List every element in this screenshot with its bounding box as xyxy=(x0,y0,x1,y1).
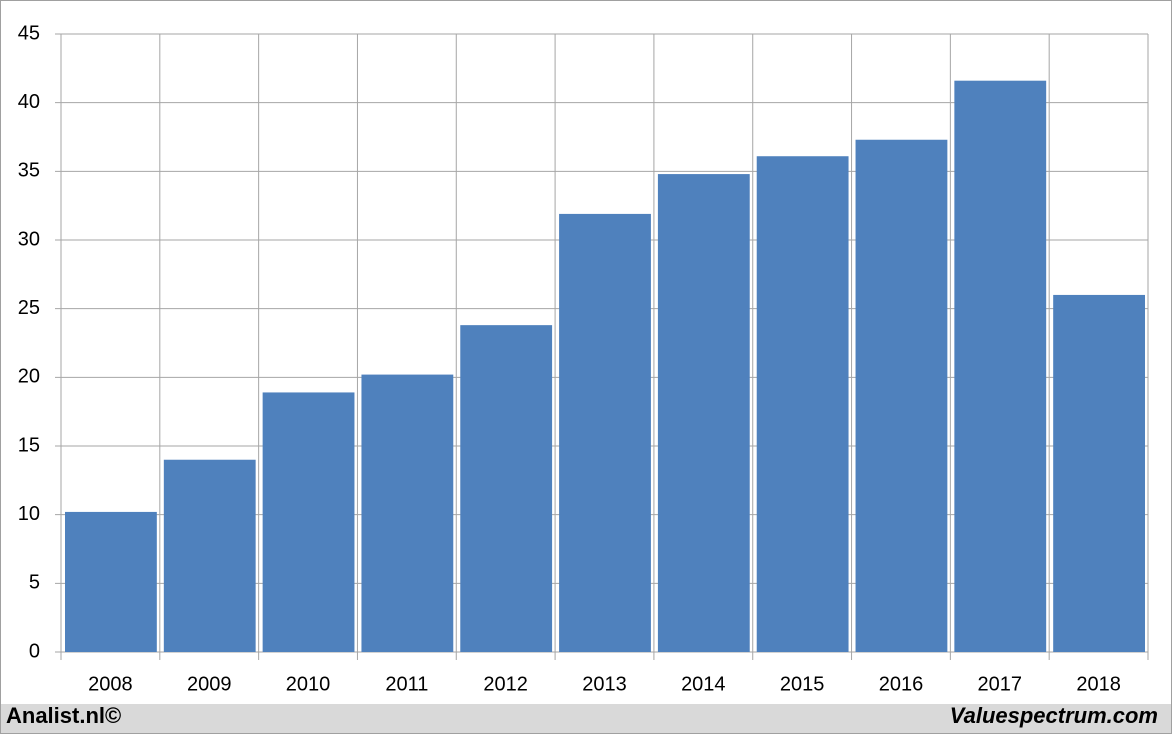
y-tick-label: 0 xyxy=(29,640,40,662)
x-tick-label: 2014 xyxy=(681,673,726,695)
footer-left: Analist.nl© xyxy=(6,703,121,728)
y-tick-label: 35 xyxy=(18,160,40,182)
x-tick-label: 2016 xyxy=(879,673,924,695)
x-tick-label: 2011 xyxy=(385,673,428,695)
y-tick-label: 25 xyxy=(18,297,40,319)
y-tick-label: 30 xyxy=(18,228,40,250)
y-tick-label: 10 xyxy=(18,503,40,525)
y-tick-label: 45 xyxy=(18,22,40,44)
x-tick-label: 2018 xyxy=(1076,673,1121,695)
footer-right: Valuespectrum.com xyxy=(950,703,1158,728)
bar xyxy=(163,459,256,652)
y-tick-label: 20 xyxy=(18,366,40,388)
x-tick-label: 2015 xyxy=(780,673,825,695)
y-tick-label: 40 xyxy=(18,91,40,113)
bar xyxy=(657,174,750,652)
x-tick-label: 2017 xyxy=(978,673,1023,695)
x-tick-label: 2009 xyxy=(187,673,232,695)
bar xyxy=(262,392,355,652)
bar xyxy=(756,156,849,652)
bar xyxy=(855,139,948,652)
x-tick-label: 2013 xyxy=(582,673,627,695)
bar xyxy=(361,374,454,652)
bar xyxy=(65,511,157,652)
bar xyxy=(460,325,553,652)
y-tick-label: 5 xyxy=(29,572,40,594)
bar xyxy=(559,213,651,652)
footer-band xyxy=(1,704,1171,733)
y-tick-label: 15 xyxy=(18,434,40,456)
x-tick-label: 2012 xyxy=(483,673,528,695)
x-tick-label: 2008 xyxy=(88,673,133,695)
x-tick-label: 2010 xyxy=(286,673,331,695)
bar xyxy=(954,80,1047,652)
bar xyxy=(1053,294,1145,652)
